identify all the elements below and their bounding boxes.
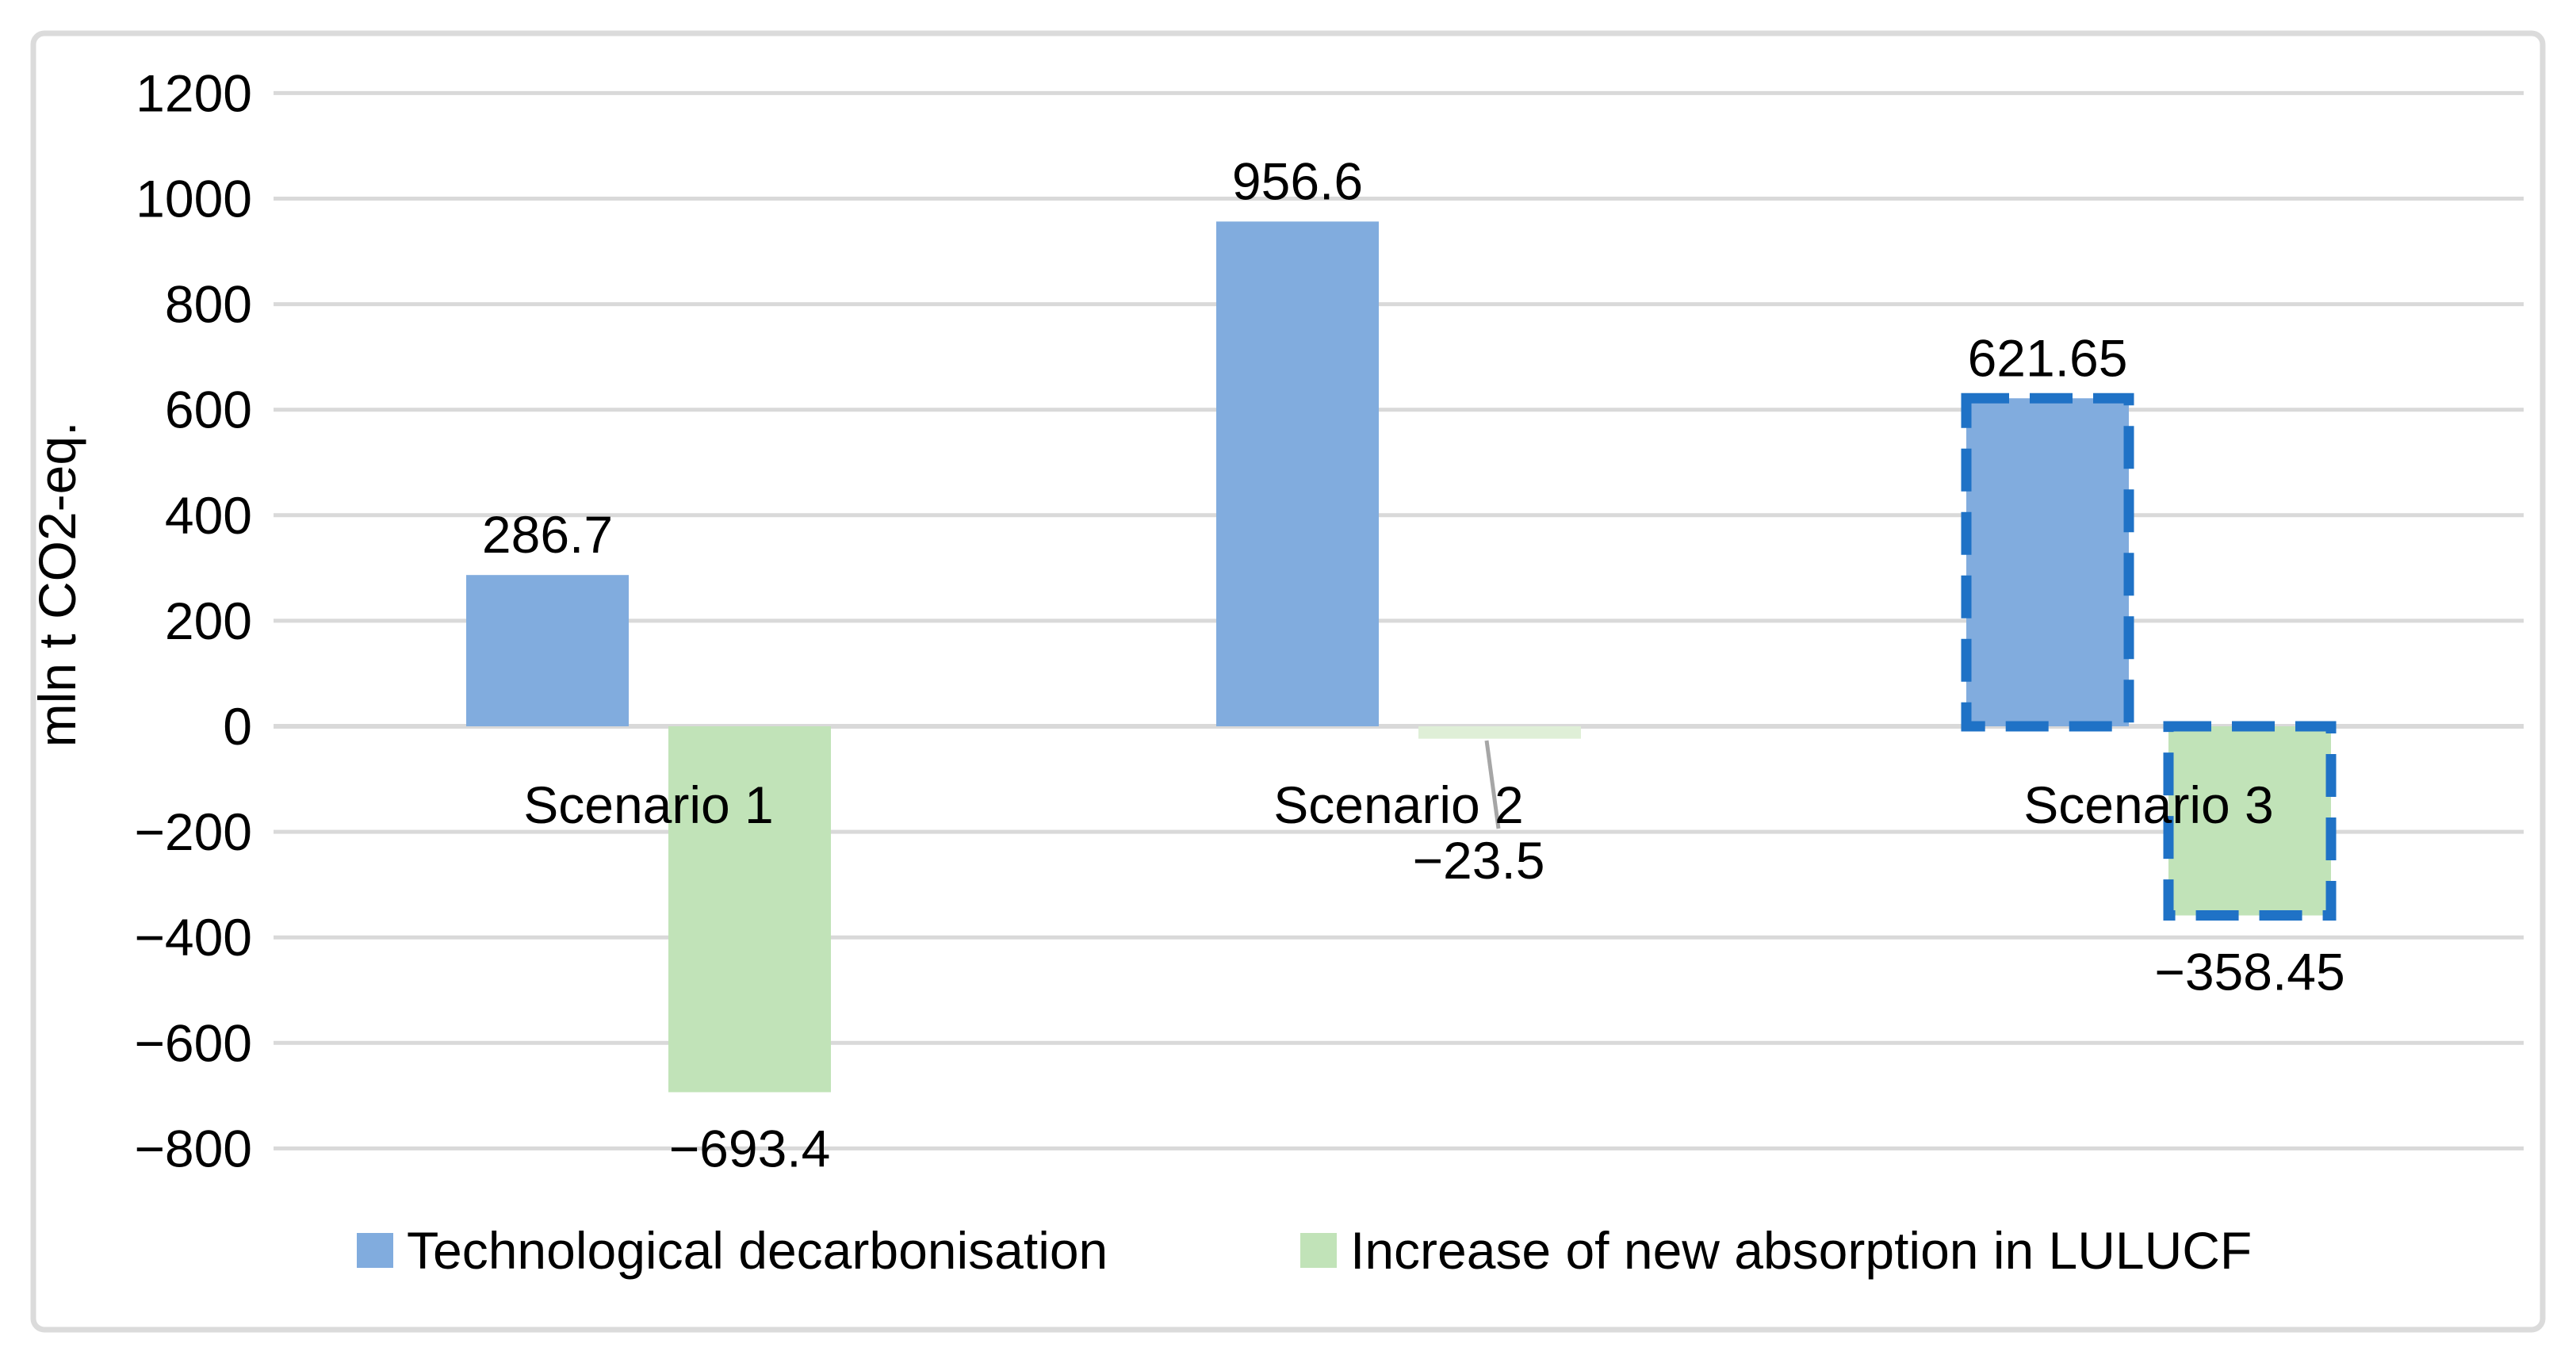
legend-item-lulucf-absorption: Increase of new absorption in LULUCF	[1300, 1224, 2252, 1277]
y-axis-tick-600: −600	[134, 1013, 252, 1072]
legend-label-technological-decarbonisation: Technological decarbonisation	[407, 1221, 1108, 1280]
legend-swatch-technological-decarbonisation	[357, 1233, 393, 1268]
category-label-scenario-2: Scenario 2	[1273, 775, 1524, 834]
value-label-956-6: 956.6	[1232, 151, 1363, 210]
bar-technological-decarbonisation-scenario-3	[1961, 392, 2134, 732]
leader-line	[1484, 740, 1501, 829]
y-axis-tick-0: 0	[223, 697, 252, 756]
legend-swatch-lulucf-absorption	[1300, 1233, 1337, 1268]
value-label-621-65: 621.65	[1968, 328, 2128, 387]
category-label-scenario-3: Scenario 3	[2023, 775, 2274, 834]
y-axis-tick-600: 600	[165, 381, 252, 439]
y-axis-tick-200: 200	[165, 592, 252, 650]
value-label-23-5: −23.5	[1413, 831, 1545, 890]
y-axis-tick-400: −400	[134, 908, 252, 967]
figure-border	[30, 30, 2546, 1333]
labels-group: 286.7 956.6 621.65 −693.4 −23.5 −358.45 Scenar…	[482, 151, 2345, 1177]
y-axis-tick-800: −800	[134, 1119, 252, 1177]
y-axis-tick-1000: 1000	[136, 170, 252, 228]
y-axis-tick-1200: 1200	[136, 63, 252, 122]
y-axis-tick-200: −200	[134, 802, 252, 861]
legend-item-technological-decarbonisation: Technological decarbonisation	[357, 1224, 1108, 1277]
gridlines-group: 1200 1000 800 600 400 200 0 −200 −400 −600 −800	[134, 63, 2524, 1177]
y-axis-tick-800: 800	[165, 275, 252, 334]
bar-technological-decarbonisation-scenario-2	[1216, 221, 1379, 726]
bar-increase-of-scenario-3	[2163, 721, 2337, 921]
legend-label-lulucf-absorption: Increase of new absorption in LULUCF	[1350, 1221, 2253, 1280]
bars-group	[466, 221, 2337, 1093]
value-label-286-7: 286.7	[482, 505, 613, 564]
bar-increase-of-scenario-1	[668, 726, 831, 1093]
category-label-scenario-1: Scenario 1	[523, 775, 774, 834]
y-axis-title: mln t CO2-eq.	[28, 422, 86, 748]
value-label-358-45: −358.45	[2154, 943, 2344, 1001]
value-label-693-4: −693.4	[669, 1119, 831, 1177]
y-axis-tick-400: 400	[165, 486, 252, 545]
bar-increase-of-scenario-2	[1418, 726, 1581, 739]
bar-technological-decarbonisation-scenario-1	[466, 575, 629, 726]
